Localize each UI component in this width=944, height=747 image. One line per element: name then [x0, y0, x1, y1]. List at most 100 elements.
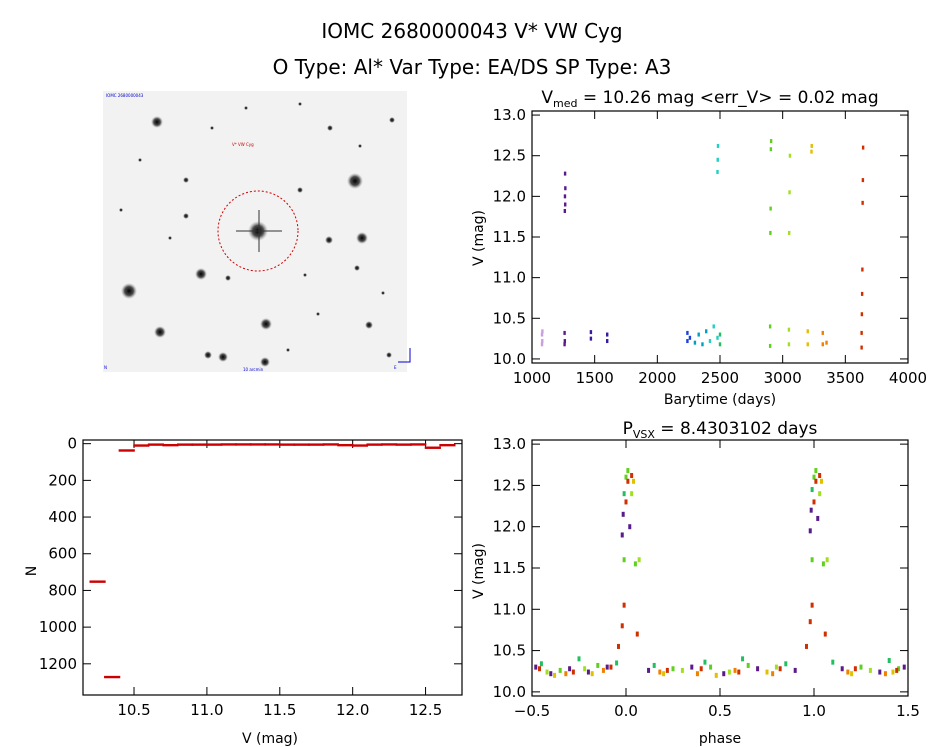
phase-curve-point	[814, 478, 818, 484]
phase-curve-point	[883, 671, 887, 677]
light-curve-title-rest: = 10.26 mag <err_V> = 0.02 mag	[577, 88, 878, 108]
finder-label-bottom-right: E	[394, 365, 397, 370]
phase-curve-point	[620, 623, 624, 629]
y-tick-label: 1000	[39, 618, 77, 636]
phase-curve-point	[622, 491, 626, 497]
phase-curve-point	[868, 667, 872, 673]
light-curve-point	[825, 340, 828, 345]
y-tick-label: 12.0	[493, 187, 526, 205]
phase-curve-point	[622, 602, 626, 608]
phase-curve-point	[558, 667, 562, 673]
phase-curve-point	[859, 664, 863, 670]
phase-curve-point	[853, 666, 857, 672]
phase-curve-point	[812, 474, 816, 480]
finder-star	[354, 265, 360, 271]
finder-star	[303, 273, 307, 277]
light-curve-point	[708, 339, 712, 344]
phase-curve-point	[804, 643, 808, 649]
phase-curve-point	[793, 667, 797, 673]
phase-curve-point	[814, 468, 818, 474]
phase-curve-point	[626, 478, 630, 484]
finder-star	[286, 348, 290, 352]
finder-star	[168, 236, 172, 240]
phase-curve-point	[616, 643, 620, 649]
y-tick-label: 11.5	[493, 559, 526, 577]
light-curve-point	[768, 343, 772, 348]
phase-curve-point	[709, 664, 713, 670]
phase-curve-point	[784, 661, 788, 667]
phase-curve-title-rest: = 8.4303102 days	[655, 419, 818, 439]
histogram-bar	[278, 443, 296, 446]
light-curve-point	[718, 332, 722, 337]
phase-curve-point	[765, 669, 769, 675]
phase-curve-point	[778, 666, 782, 672]
x-tick-label: 0.5	[708, 702, 732, 720]
phase-curve-point	[635, 631, 639, 637]
x-tick-label: 1500	[576, 369, 614, 387]
phase-curve-point	[671, 666, 675, 672]
light-curve-point	[861, 145, 865, 150]
light-curve-point	[769, 206, 772, 211]
phase-curve-point	[624, 499, 628, 505]
x-tick-label: 1.5	[896, 702, 920, 720]
light-curve-point	[712, 324, 715, 329]
phase-curve-point	[534, 664, 538, 670]
histogram-bar	[118, 449, 135, 452]
finder-star	[138, 158, 142, 162]
finder-star	[297, 187, 303, 193]
phase-curve-point	[626, 468, 630, 474]
histogram-bar	[220, 443, 237, 446]
phase-curve-point	[647, 667, 651, 673]
finder-star	[151, 116, 163, 128]
histogram-bar	[147, 443, 164, 446]
phase-curve-point	[628, 524, 632, 530]
phase-curve-point	[831, 659, 835, 665]
y-tick-label: 12.5	[493, 147, 526, 165]
y-tick-label: 600	[48, 545, 77, 563]
light-curve-point	[716, 335, 719, 340]
phase-curve-xlabel: phase	[699, 731, 741, 747]
light-curve-frame	[531, 110, 909, 364]
light-curve-point	[563, 339, 567, 344]
phase-curve-point	[818, 491, 822, 497]
finder-star	[119, 208, 123, 212]
phase-curve-point	[810, 487, 814, 493]
x-tick-label: 11.0	[190, 701, 223, 719]
light-curve-point	[541, 339, 544, 344]
finder-star	[386, 352, 392, 358]
phase-curve-chart: PVSX = 8.4303102 days phase V (mag) −0.5…	[471, 419, 920, 747]
histogram-bar	[337, 443, 354, 447]
phase-curve-frame	[531, 439, 909, 697]
y-tick-label: 10.5	[493, 642, 526, 660]
light-curve-point	[563, 342, 566, 347]
phase-curve-point	[808, 619, 812, 625]
finder-star	[327, 125, 333, 131]
light-curve-point	[860, 312, 864, 317]
histogram-bar	[366, 443, 383, 446]
phase-curve-point	[846, 669, 850, 675]
phase-curve-point	[703, 659, 707, 665]
phase-curve-point	[609, 664, 613, 670]
phase-curve-point	[586, 669, 590, 675]
light-curve-xlabel: Barytime (days)	[664, 392, 776, 408]
y-tick-label: 11.0	[493, 269, 526, 287]
phase-curve-point	[840, 666, 844, 672]
light-curve-point	[787, 342, 791, 347]
light-curve-point	[540, 332, 544, 337]
histogram-bar	[293, 443, 310, 446]
phase-curve-point	[622, 557, 626, 563]
phase-curve-point	[665, 667, 669, 673]
light-curve-point	[787, 327, 791, 332]
finder-star	[356, 232, 368, 244]
y-tick-label: 13.0	[493, 435, 526, 453]
histogram-bar	[191, 443, 208, 446]
light-curve-point	[788, 190, 791, 195]
phase-curve-title: PVSX = 8.4303102 days	[623, 419, 818, 441]
light-curve-point	[697, 332, 700, 337]
finder-star	[389, 117, 395, 123]
finder-label-bottom-left: N	[104, 365, 107, 370]
x-tick-label: 3500	[826, 369, 864, 387]
light-curve-point	[769, 230, 772, 235]
y-tick-label: 800	[48, 581, 77, 599]
histogram-bar	[89, 580, 106, 583]
